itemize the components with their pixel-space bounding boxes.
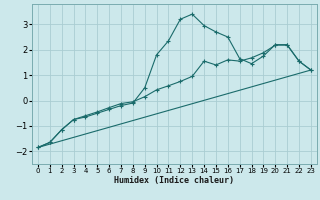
X-axis label: Humidex (Indice chaleur): Humidex (Indice chaleur) bbox=[115, 176, 234, 185]
